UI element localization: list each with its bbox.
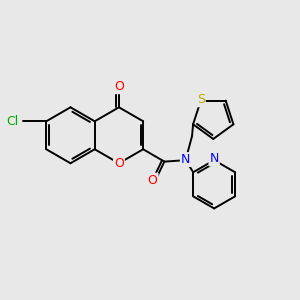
Text: Cl: Cl [6, 115, 18, 128]
Text: O: O [114, 157, 124, 170]
Text: N: N [181, 153, 190, 166]
Text: S: S [197, 93, 205, 106]
Text: N: N [209, 152, 219, 166]
Text: O: O [114, 80, 124, 93]
Text: O: O [148, 174, 158, 187]
